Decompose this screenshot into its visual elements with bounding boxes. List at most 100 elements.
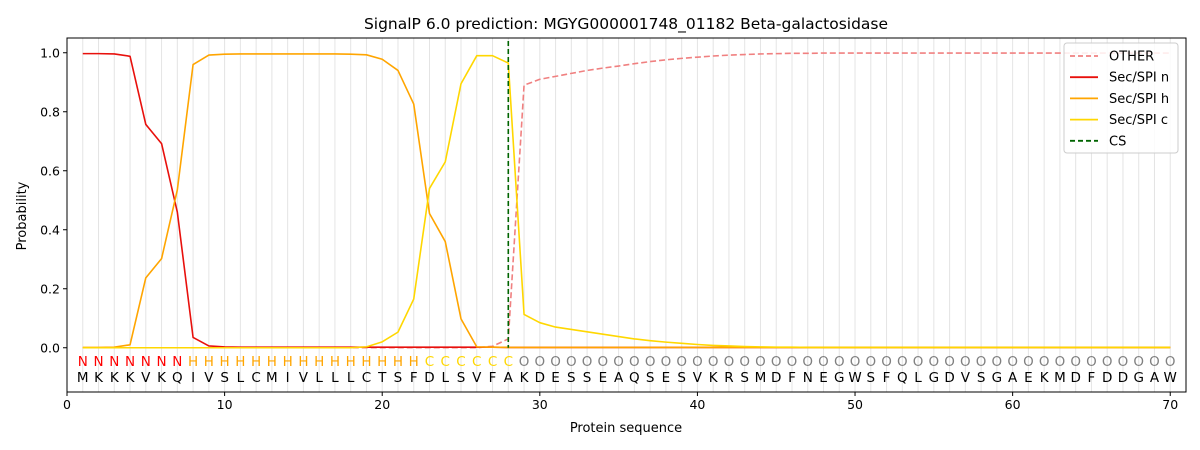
region-label-68: O: [1133, 354, 1144, 370]
region-label-29: O: [519, 354, 530, 370]
residue-44: M: [755, 370, 767, 386]
residue-32: S: [567, 370, 576, 386]
region-label-24: C: [441, 354, 450, 370]
region-label-11: H: [235, 354, 245, 370]
residue-13: M: [266, 370, 278, 386]
region-label-18: H: [346, 354, 356, 370]
residue-24: L: [441, 370, 449, 386]
plot-frame: [66, 37, 1187, 393]
region-label-69: O: [1149, 354, 1160, 370]
x-tick-label-40: 40: [689, 397, 705, 412]
residue-54: L: [914, 370, 922, 386]
region-label-61: O: [1023, 354, 1034, 370]
region-label-3: N: [109, 354, 119, 370]
region-label-54: O: [913, 354, 924, 370]
region-label-33: O: [582, 354, 593, 370]
region-label-10: H: [220, 354, 230, 370]
x-tick-label-70: 70: [1162, 397, 1178, 412]
region-label-56: O: [944, 354, 955, 370]
region-label-9: H: [204, 354, 214, 370]
region-label-21: H: [393, 354, 403, 370]
y-tick-label-1: 0.2: [40, 281, 60, 296]
residue-11: L: [237, 370, 245, 386]
y-tick-label-4: 0.8: [40, 104, 60, 119]
residue-42: R: [724, 370, 733, 386]
region-label-36: O: [629, 354, 640, 370]
residue-64: D: [1070, 370, 1080, 386]
legend-label-sec-spi-n: Sec/SPI n: [1109, 71, 1169, 86]
y-tick-label-2: 0.4: [40, 222, 60, 237]
residue-68: G: [1133, 370, 1143, 386]
residue-41: K: [709, 370, 719, 386]
residue-59: G: [992, 370, 1002, 386]
x-tick-label-0: 0: [63, 397, 71, 412]
chart-title: SignalP 6.0 prediction: MGYG000001748_01…: [364, 15, 888, 34]
region-label-31: O: [550, 354, 561, 370]
residue-60: A: [1008, 370, 1018, 386]
region-label-50: O: [850, 354, 861, 370]
x-tick-label-60: 60: [1005, 397, 1021, 412]
x-tick-label-50: 50: [847, 397, 863, 412]
legend-box: [1063, 42, 1179, 154]
residue-28: A: [504, 370, 514, 386]
legend-label-cs: CS: [1109, 134, 1126, 149]
region-label-62: O: [1039, 354, 1050, 370]
legend-label-sec-spi-h: Sec/SPI h: [1109, 92, 1169, 107]
residue-21: S: [394, 370, 403, 386]
sequence-labels: NMNKNKNKNVNKNQHIHVHSHLHCHMHIHVHLHLHLHCHT…: [77, 354, 1177, 386]
region-label-4: N: [125, 354, 135, 370]
region-label-52: O: [881, 354, 892, 370]
region-label-1: N: [78, 354, 88, 370]
region-label-32: O: [566, 354, 577, 370]
region-label-42: O: [724, 354, 735, 370]
region-label-41: O: [708, 354, 719, 370]
residue-15: V: [299, 370, 309, 386]
residue-27: F: [489, 370, 497, 386]
x-tick-label-20: 20: [374, 397, 390, 412]
region-label-40: O: [692, 354, 703, 370]
region-label-22: H: [409, 354, 419, 370]
residue-18: L: [347, 370, 355, 386]
x-tick-label-30: 30: [532, 397, 548, 412]
region-label-60: O: [1007, 354, 1018, 370]
residue-58: S: [977, 370, 986, 386]
region-label-28: C: [504, 354, 513, 370]
residue-52: F: [883, 370, 891, 386]
residue-47: N: [803, 370, 813, 386]
series-lines: [82, 41, 1171, 349]
residue-19: C: [362, 370, 371, 386]
residue-51: S: [866, 370, 875, 386]
residue-1: M: [77, 370, 89, 386]
residue-9: V: [204, 370, 214, 386]
residue-12: C: [251, 370, 260, 386]
residue-36: Q: [629, 370, 640, 386]
y-tick-label-5: 1.0: [40, 45, 60, 60]
residue-16: L: [315, 370, 323, 386]
residue-65: F: [1088, 370, 1096, 386]
region-label-67: O: [1118, 354, 1129, 370]
residue-7: Q: [172, 370, 183, 386]
residue-66: D: [1102, 370, 1112, 386]
residue-63: M: [1054, 370, 1066, 386]
region-label-38: O: [661, 354, 672, 370]
region-label-46: O: [787, 354, 798, 370]
region-label-34: O: [598, 354, 609, 370]
legend-label-other: OTHER: [1109, 50, 1154, 65]
residue-40: V: [693, 370, 703, 386]
region-label-2: N: [93, 354, 103, 370]
legend: OTHER Sec/SPI n Sec/SPI h Sec/SPI c CS: [1063, 42, 1179, 154]
residue-30: D: [535, 370, 545, 386]
residue-34: E: [599, 370, 608, 386]
x-tick-label-10: 10: [217, 397, 233, 412]
residue-45: D: [771, 370, 781, 386]
region-label-17: H: [330, 354, 340, 370]
residue-43: S: [740, 370, 749, 386]
region-label-58: O: [976, 354, 987, 370]
region-label-55: O: [929, 354, 940, 370]
residue-6: K: [157, 370, 167, 386]
region-label-59: O: [992, 354, 1003, 370]
region-label-16: H: [314, 354, 324, 370]
region-label-30: O: [534, 354, 545, 370]
legend-label-sec-spi-c: Sec/SPI c: [1109, 113, 1168, 128]
